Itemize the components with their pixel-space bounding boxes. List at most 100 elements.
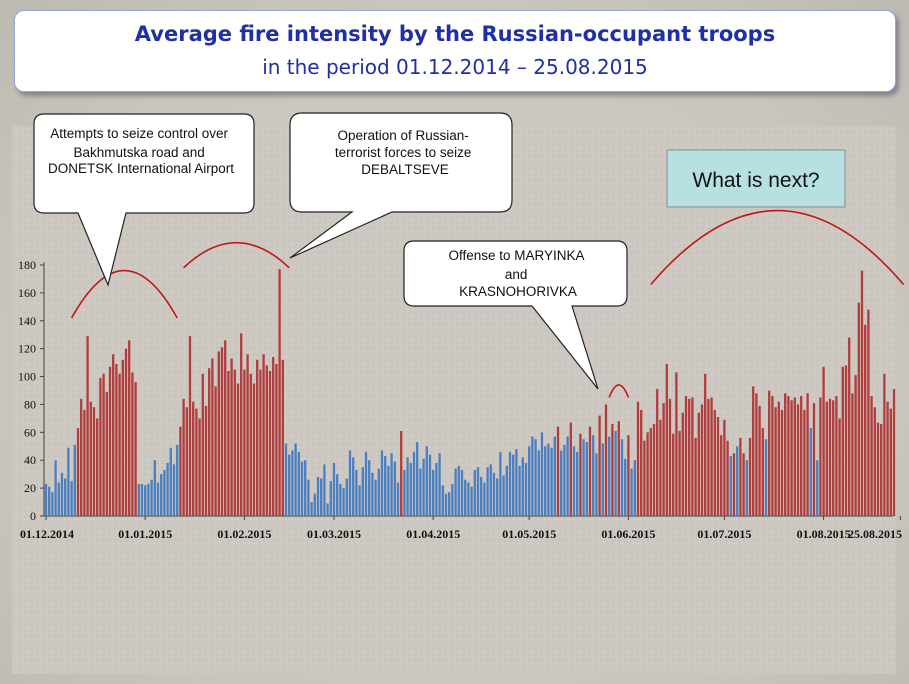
- bar-low: [70, 481, 73, 516]
- bar-low: [323, 464, 326, 516]
- bar-low: [553, 436, 556, 516]
- bar-high: [121, 359, 124, 516]
- bar-low: [601, 443, 604, 516]
- bar-high: [249, 373, 252, 516]
- bar-high: [89, 401, 92, 516]
- bar-high: [192, 401, 195, 516]
- bar-high: [83, 410, 86, 516]
- bar-low: [73, 444, 76, 516]
- bar-high: [828, 398, 832, 516]
- bar-low: [163, 469, 166, 516]
- bar-high: [80, 398, 83, 516]
- bar-high: [643, 440, 646, 516]
- bar-low: [313, 493, 316, 516]
- callout-debaltseve-line-2: terrorist forces to seize: [335, 145, 472, 160]
- bar-low: [451, 483, 454, 516]
- bar-low: [620, 439, 624, 516]
- bar-low: [534, 439, 537, 516]
- bar-high: [652, 423, 656, 516]
- callout-maryinka-text: Offense to MARYINKA and KRASNOHORIVKA: [448, 248, 587, 299]
- question-box: What is next?: [666, 149, 846, 208]
- title-box: Average fire intensity by the Russian-oc…: [14, 10, 896, 92]
- bar-high: [188, 336, 192, 516]
- bar-low: [499, 451, 502, 516]
- bar-low: [355, 469, 358, 516]
- bar-high: [86, 336, 89, 516]
- bar-high: [732, 453, 736, 516]
- bar-high: [860, 270, 864, 516]
- bar-low: [412, 451, 416, 516]
- bar-low: [502, 475, 505, 516]
- bar-low: [454, 468, 457, 516]
- bar-high: [867, 309, 870, 516]
- bar-low: [547, 443, 550, 516]
- callout-debaltseve-bubble: [289, 112, 513, 259]
- y-tick-label: 80: [24, 397, 36, 411]
- bar-low: [364, 451, 368, 516]
- bar-high: [700, 404, 704, 516]
- bar-low: [172, 464, 176, 516]
- bar-high: [812, 403, 816, 516]
- bar-low: [304, 460, 307, 516]
- bar-high: [864, 324, 867, 516]
- bar-high: [662, 403, 665, 516]
- bar-low: [486, 467, 489, 516]
- bar-low: [476, 467, 480, 516]
- bar-high: [265, 365, 268, 516]
- bar-high: [665, 364, 668, 516]
- bar-high: [96, 418, 99, 516]
- bar-high: [179, 426, 182, 516]
- bar-low: [582, 439, 585, 516]
- bar-low: [544, 446, 547, 516]
- bar-low: [44, 483, 48, 516]
- bar-low: [576, 451, 579, 516]
- bar-high: [230, 358, 233, 516]
- bar-low: [336, 474, 339, 516]
- bar-high: [281, 359, 284, 516]
- bar-low: [566, 436, 569, 516]
- callout-airport-line-2: Bakhmutska road and: [73, 145, 204, 160]
- bar-low: [348, 450, 352, 516]
- bar-high: [755, 393, 758, 516]
- bar-low: [540, 432, 544, 516]
- bar-low: [326, 503, 329, 516]
- bar-low: [745, 460, 748, 516]
- bar-high: [112, 354, 115, 516]
- bar-high: [268, 370, 272, 516]
- bar-high: [198, 418, 201, 516]
- bar-low: [67, 447, 70, 516]
- bar-high: [742, 453, 745, 516]
- bar-low: [144, 485, 147, 516]
- bar-high: [748, 437, 752, 516]
- bar-high: [259, 369, 262, 516]
- bar-high: [835, 396, 838, 516]
- x-tick-label: 01.06.2015: [601, 527, 655, 541]
- bar-high: [128, 340, 131, 516]
- bar-low: [358, 485, 361, 516]
- bar-high: [832, 400, 835, 516]
- bar-low: [169, 447, 172, 516]
- bar-low: [425, 446, 428, 516]
- bar-low: [448, 492, 451, 516]
- x-tick-label: 01.07.2015: [697, 527, 751, 541]
- bar-low: [294, 443, 297, 516]
- bar-low: [467, 482, 470, 516]
- bar-low: [560, 450, 563, 516]
- x-tick-label: 01.05.2015: [502, 527, 556, 541]
- bar-low: [307, 479, 310, 516]
- bar-low: [387, 465, 390, 516]
- bar-high: [704, 373, 707, 516]
- bar-high: [272, 357, 275, 516]
- bar-low: [633, 460, 636, 516]
- arcs-group: [70, 210, 905, 398]
- bar-high: [681, 412, 684, 516]
- bar-low: [371, 472, 374, 516]
- bar-high: [211, 358, 214, 516]
- bar-high: [627, 435, 630, 516]
- bar-low: [441, 485, 444, 516]
- x-tick-label: 01.03.2015: [307, 527, 361, 541]
- y-tick-label: 160: [18, 286, 36, 300]
- callout-airport-line-3: DONETSK International Airport: [48, 161, 234, 176]
- bar-high: [649, 428, 652, 516]
